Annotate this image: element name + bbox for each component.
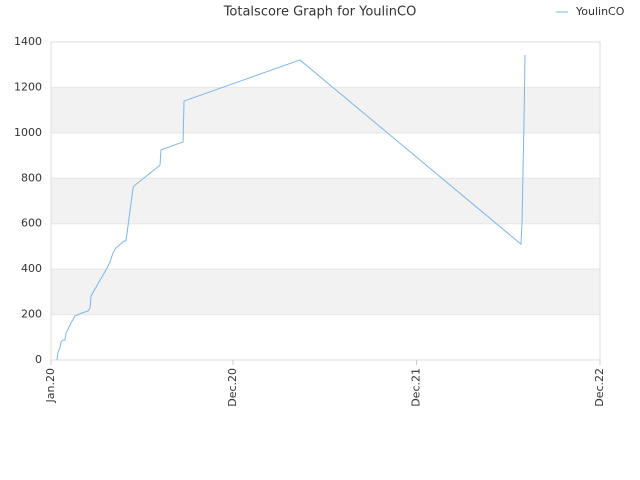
y-tick-label: 400 [21,262,42,275]
line-series [56,54,526,361]
grid-band [51,87,600,133]
y-tick-label: 600 [21,217,42,230]
y-tick-label: 1400 [14,35,42,48]
y-tick-label: 1000 [14,126,42,139]
x-tick-label: Jan.20 [44,368,57,403]
y-tick-label: 1200 [14,80,42,93]
chart-title: Totalscore Graph for YoulinCO [223,5,417,20]
plot-border [50,41,601,361]
y-tick-label: 800 [21,171,42,184]
x-tick-label: Dec.21 [409,368,422,407]
grid-band [51,178,600,224]
grid-band [51,269,600,315]
y-tick-label: 0 [35,353,42,366]
x-tick-label: Dec.20 [226,368,239,407]
legend-label: YoulinCO [575,5,625,18]
x-tick-label: Dec.22 [593,368,606,407]
y-tick-label: 200 [21,308,42,321]
